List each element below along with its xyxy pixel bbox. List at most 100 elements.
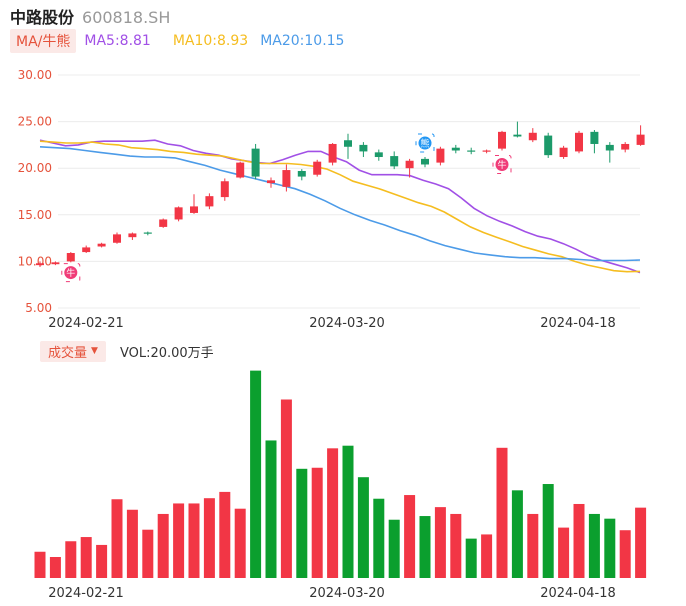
volume-bar: [296, 468, 308, 578]
ma-line-ma20: [39, 146, 641, 262]
bull-signal-badge: 牛: [492, 154, 512, 174]
volume-bar: [96, 544, 108, 578]
candle-body: [621, 143, 630, 150]
stock-name: 中路股份: [10, 8, 75, 27]
ma-type-selector[interactable]: MA/牛熊: [10, 29, 77, 53]
volume-value-label: VOL:20.00万手: [119, 345, 214, 361]
candlestick: [190, 194, 198, 214]
candlestick: [113, 232, 121, 244]
candle-body: [374, 152, 383, 158]
candle-body: [282, 170, 291, 187]
candlestick: [405, 158, 414, 178]
candle-body: [559, 147, 568, 158]
candle-body: [575, 132, 583, 152]
candlestick: [205, 193, 214, 210]
ma-line-ma10: [39, 140, 641, 273]
candlestick: [267, 177, 275, 188]
badge-frame: [61, 263, 81, 283]
volume-bar: [327, 448, 339, 578]
volume-bar: [373, 498, 385, 578]
badge-dot: [64, 266, 78, 280]
volume-bar: [126, 509, 138, 578]
volume-tag-label: 成交量: [48, 345, 88, 361]
candle-body: [544, 135, 553, 156]
candlestick: [605, 142, 614, 163]
badge-frame: [415, 133, 435, 153]
candle-body: [498, 131, 506, 149]
candlestick: [143, 231, 152, 236]
candle-body: [97, 243, 106, 247]
volume-bar: [49, 557, 61, 578]
candlestick: [451, 144, 460, 154]
volume-bar: [465, 538, 477, 578]
ma5-label: MA5:8.81: [84, 33, 151, 49]
volume-bar: [496, 447, 508, 578]
candlestick: [421, 157, 429, 168]
volume-bar: [250, 370, 262, 578]
candlestick: [66, 252, 75, 263]
candlestick: [328, 143, 337, 166]
date-axis-label: 2024-04-18: [540, 316, 616, 331]
candle-body: [236, 162, 245, 178]
candle-body: [113, 234, 121, 243]
candlestick: [220, 178, 229, 201]
volume-bar: [573, 503, 585, 578]
candle-body: [451, 147, 460, 151]
bear-signal-badge: 熊: [415, 133, 435, 153]
candle-body: [467, 150, 476, 152]
ma10-label: MA10:8.93: [172, 33, 249, 49]
price-axis-tick: 25.00: [18, 115, 52, 129]
candle-body: [159, 219, 168, 227]
price-axis-tick: 30.00: [18, 68, 52, 82]
volume-indicator-selector[interactable]: 成交量 ▼: [40, 340, 106, 362]
date-axis-label: 2024-03-20: [309, 316, 385, 331]
price-axis-tick: 5.00: [25, 301, 52, 315]
candle-body: [590, 131, 599, 144]
price-axis-tick: 15.00: [18, 208, 52, 222]
candlestick: [498, 130, 506, 151]
candle-body: [82, 247, 91, 253]
volume-bar: [280, 399, 292, 578]
volume-bar: [450, 513, 462, 578]
candle-body: [513, 134, 522, 137]
candle-body: [528, 132, 537, 141]
volume-bar: [142, 529, 154, 578]
candle-body: [51, 262, 60, 265]
volume-bar: [635, 507, 647, 578]
candle-body: [605, 144, 614, 151]
candle-body: [36, 263, 44, 266]
candle-body: [482, 150, 491, 152]
candle-body: [251, 148, 260, 177]
candlestick: [128, 232, 137, 240]
volume-date-axis-label: 2024-02-21: [48, 586, 124, 601]
price-axis-tick: 10.00: [18, 254, 52, 268]
stock-code: 600818.SH: [82, 8, 171, 27]
volume-bar: [588, 513, 600, 578]
candlestick: [590, 129, 599, 154]
candlestick: [374, 149, 383, 161]
candlestick: [544, 132, 553, 158]
candle-body: [344, 140, 352, 147]
candlestick: [344, 133, 352, 159]
volume-bar: [173, 503, 185, 578]
candlestick: [359, 142, 368, 158]
candle-body: [128, 233, 137, 238]
candle-body: [421, 158, 429, 165]
volume-bar: [434, 507, 446, 578]
candlestick: [174, 206, 183, 222]
candle-body: [636, 134, 645, 145]
candlestick: [97, 242, 106, 248]
candlestick: [390, 151, 399, 170]
volume-bar: [404, 495, 416, 578]
volume-bar: [65, 541, 77, 578]
candlestick: [467, 147, 476, 155]
volume-bar: [558, 527, 570, 578]
candle-body: [328, 143, 337, 163]
volume-bar: [542, 484, 554, 578]
badge-label: 牛: [497, 159, 506, 171]
badge-dot: [495, 157, 509, 171]
candle-body: [359, 144, 368, 152]
volume-bar: [311, 467, 323, 578]
candle-body: [436, 148, 445, 163]
